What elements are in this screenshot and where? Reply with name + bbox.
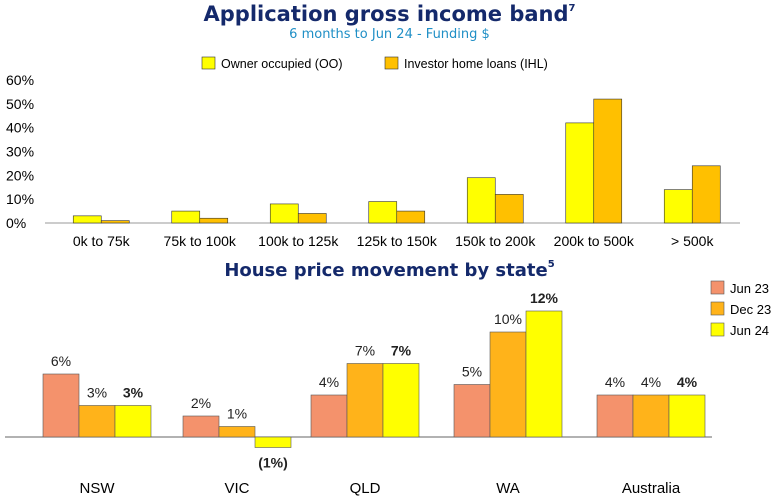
x-tick-label: WA xyxy=(496,480,520,497)
legend-swatch xyxy=(201,56,216,70)
bar-jun-23 xyxy=(182,415,220,438)
data-label: 7% xyxy=(355,343,375,359)
data-label: 4% xyxy=(605,374,625,390)
bar-ihl xyxy=(199,217,229,224)
legend-label: Jun 24 xyxy=(730,323,769,338)
bar-oo xyxy=(72,215,102,224)
bar-jun-24 xyxy=(525,310,563,438)
bar-oo xyxy=(466,177,496,224)
bar-jun-24 xyxy=(254,436,292,448)
x-tick-label: 0k to 75k xyxy=(73,233,131,249)
bar-oo xyxy=(663,189,693,224)
legend-label: Dec 23 xyxy=(730,302,771,317)
bar-oo xyxy=(565,122,595,224)
legend-label: Jun 23 xyxy=(730,281,769,296)
income-chart-title: Application gross income band7 xyxy=(203,2,576,26)
state-chart-title: House price movement by state5 xyxy=(224,259,555,281)
income-chart-subtitle: 6 months to Jun 24 - Funding $ xyxy=(289,27,490,42)
bar-ihl xyxy=(691,165,721,224)
bar-jun-24 xyxy=(114,405,152,438)
bar-dec-23 xyxy=(489,331,527,438)
bar-jun-23 xyxy=(453,384,491,438)
x-tick-label: > 500k xyxy=(671,233,714,249)
bar-oo xyxy=(269,203,299,224)
bar-jun-23 xyxy=(596,394,634,438)
bar-dec-23 xyxy=(218,426,256,438)
y-tick-label: 30% xyxy=(6,144,34,160)
y-tick-label: 50% xyxy=(6,96,34,112)
bar-ihl xyxy=(593,98,623,224)
bar-jun-24 xyxy=(382,363,420,438)
bar-oo xyxy=(171,210,201,224)
bar-dec-23 xyxy=(346,363,384,438)
x-tick-label: 100k to 125k xyxy=(258,233,339,249)
legend-label: Investor home loans (IHL) xyxy=(404,57,548,71)
bar-oo xyxy=(368,201,398,224)
data-label: 3% xyxy=(123,385,144,401)
bar-ihl xyxy=(396,210,426,224)
legend-swatch xyxy=(710,280,725,295)
legend-swatch xyxy=(710,322,725,337)
data-label: 1% xyxy=(227,406,247,422)
data-label: 6% xyxy=(51,353,71,369)
bar-jun-23 xyxy=(310,394,348,438)
bar-dec-23 xyxy=(632,394,670,438)
x-tick-label: 200k to 500k xyxy=(554,233,635,249)
legend-label: Owner occupied (OO) xyxy=(221,57,343,71)
legend-swatch xyxy=(710,301,725,316)
data-label: 4% xyxy=(677,374,698,390)
x-tick-label: NSW xyxy=(80,480,116,497)
y-tick-label: 0% xyxy=(6,215,26,231)
bar-dec-23 xyxy=(78,405,116,438)
x-tick-label: Australia xyxy=(622,480,681,497)
x-tick-label: 125k to 150k xyxy=(357,233,438,249)
y-tick-label: 20% xyxy=(6,167,34,183)
bar-jun-23 xyxy=(42,373,80,438)
x-tick-label: 150k to 200k xyxy=(455,233,536,249)
x-tick-label: VIC xyxy=(224,480,249,497)
data-label: 4% xyxy=(319,374,339,390)
data-label: 10% xyxy=(494,311,522,327)
bar-ihl xyxy=(297,213,327,224)
y-tick-label: 40% xyxy=(6,120,34,136)
bar-jun-24 xyxy=(668,394,706,438)
data-label: 7% xyxy=(391,343,412,359)
data-label: (1%) xyxy=(258,455,288,471)
y-tick-label: 60% xyxy=(6,72,34,88)
x-tick-label: 75k to 100k xyxy=(164,233,237,249)
bar-ihl xyxy=(494,194,524,224)
data-label: 3% xyxy=(87,385,107,401)
legend-swatch xyxy=(384,56,399,70)
y-tick-label: 10% xyxy=(6,191,34,207)
bar-ihl xyxy=(100,220,130,224)
data-label: 4% xyxy=(641,374,661,390)
x-tick-label: QLD xyxy=(350,480,381,497)
data-label: 2% xyxy=(191,395,211,411)
data-label: 5% xyxy=(462,364,482,380)
data-label: 12% xyxy=(530,290,559,306)
